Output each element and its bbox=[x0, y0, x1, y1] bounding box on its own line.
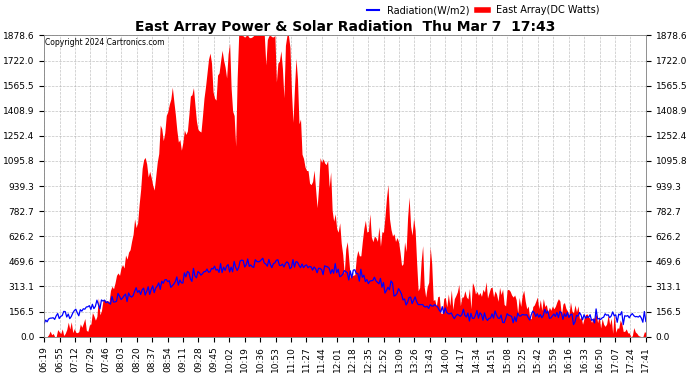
Title: East Array Power & Solar Radiation  Thu Mar 7  17:43: East Array Power & Solar Radiation Thu M… bbox=[135, 20, 555, 34]
Legend: Radiation(W/m2), East Array(DC Watts): Radiation(W/m2), East Array(DC Watts) bbox=[363, 1, 604, 19]
Text: Copyright 2024 Cartronics.com: Copyright 2024 Cartronics.com bbox=[46, 39, 165, 48]
